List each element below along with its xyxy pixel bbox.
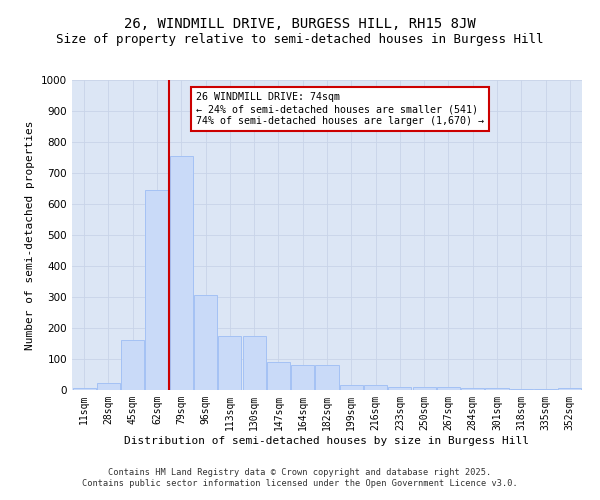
Bar — [121, 340, 144, 390]
Bar — [534, 389, 557, 390]
Bar — [170, 156, 193, 390]
Y-axis label: Number of semi-detached properties: Number of semi-detached properties — [25, 120, 35, 350]
Text: 26, WINDMILL DRIVE, BURGESS HILL, RH15 8JW: 26, WINDMILL DRIVE, BURGESS HILL, RH15 8… — [124, 18, 476, 32]
Bar — [364, 386, 387, 390]
Bar — [194, 296, 217, 390]
Bar — [145, 190, 169, 390]
Bar — [437, 387, 460, 390]
Bar — [485, 388, 509, 390]
Bar — [73, 388, 95, 390]
Bar — [559, 388, 581, 390]
Bar — [218, 336, 241, 390]
Bar — [242, 336, 266, 390]
X-axis label: Distribution of semi-detached houses by size in Burgess Hill: Distribution of semi-detached houses by … — [125, 436, 530, 446]
Text: 26 WINDMILL DRIVE: 74sqm
← 24% of semi-detached houses are smaller (541)
74% of : 26 WINDMILL DRIVE: 74sqm ← 24% of semi-d… — [196, 92, 484, 126]
Bar — [340, 386, 363, 390]
Bar — [97, 383, 120, 390]
Bar — [388, 387, 412, 390]
Bar — [510, 389, 533, 390]
Bar — [461, 388, 484, 390]
Text: Contains HM Land Registry data © Crown copyright and database right 2025.
Contai: Contains HM Land Registry data © Crown c… — [82, 468, 518, 487]
Bar — [291, 365, 314, 390]
Bar — [316, 365, 338, 390]
Bar — [413, 387, 436, 390]
Bar — [267, 362, 290, 390]
Text: Size of property relative to semi-detached houses in Burgess Hill: Size of property relative to semi-detach… — [56, 32, 544, 46]
